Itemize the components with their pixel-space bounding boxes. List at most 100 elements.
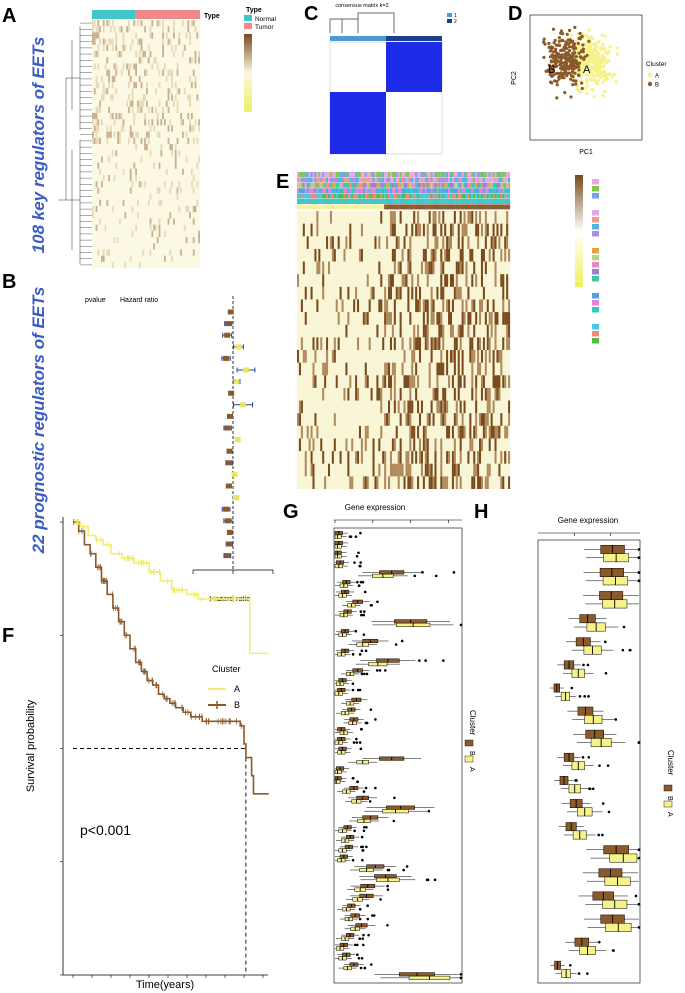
panel-e-annot-cell: [351, 199, 354, 204]
panel-e-annot-cell: [378, 182, 381, 188]
panel-a-heat-cell: [131, 106, 134, 113]
panel-d-point-b: [567, 52, 571, 57]
panel-e-annot-cell: [324, 172, 327, 177]
panel-e-annot-cell: [471, 204, 474, 210]
panel-e-annot-cell: [399, 172, 402, 177]
panel-e-heat-cell: [473, 299, 476, 313]
panel-g-outlier: [362, 613, 366, 617]
panel-a-heat-cell: [106, 88, 109, 95]
panel-e-heat-cell: [386, 299, 389, 313]
panel-a-heat-cell: [115, 44, 118, 51]
panel-e-annot-cell: [297, 172, 300, 177]
panel-a-heat-cell: [192, 206, 195, 213]
panel-e-annot-cell: [461, 172, 464, 177]
panel-e-annot-cell: [490, 182, 493, 188]
panel-e-heat-cell: [461, 425, 464, 439]
panel-a-heat-cell: [135, 32, 137, 39]
panel-e-annot-cell: [415, 204, 418, 210]
panel-e-annot-cell: [297, 188, 300, 194]
panel-e-annot-cell: [424, 172, 427, 177]
panel-e-annot-cell: [300, 177, 303, 183]
panel-e-annot-cell: [430, 182, 433, 188]
panel-a-heat-cell: [176, 69, 179, 76]
panel-e-heat-cell: [376, 375, 379, 388]
panel-e-annot-cell: [308, 182, 311, 188]
panel-e-annot-cell: [395, 188, 398, 194]
panel-d-point-b: [560, 75, 564, 80]
panel-e-heat-cell: [409, 438, 412, 452]
panel-e-heat-cell: [376, 476, 379, 489]
panel-a-heat-cell: [102, 26, 105, 33]
panel-e-annot-cell: [453, 177, 456, 183]
panel-e-annot-cell: [389, 182, 392, 188]
panel-e-annot-cell: [502, 199, 505, 204]
panel-e-heat-cell: [312, 476, 315, 489]
panel-e-annot-cell: [310, 204, 313, 210]
panel-e-heat-cell: [459, 425, 462, 439]
panel-e-annot-cell: [405, 204, 408, 210]
panel-e-heat-cell: [347, 451, 350, 464]
panel-d-point-b: [574, 82, 578, 86]
panel-a-heat-cell: [117, 237, 119, 244]
panel-a-heat-cell: [176, 88, 179, 95]
panel-d-point-b: [582, 57, 586, 61]
panel-d-point-a: [603, 57, 608, 62]
panel-e-annot-cell: [357, 182, 360, 188]
panel-e-annot-cell: [504, 172, 507, 177]
panel-e-heat-cell: [442, 261, 445, 275]
panel-e-annot-cell: [418, 188, 422, 194]
panel-e-annot-cell: [488, 182, 491, 188]
panel-e-annot-cell: [424, 193, 427, 199]
panel-e-annot-cell: [455, 188, 458, 194]
panel-d-point-a: [596, 59, 600, 63]
panel-e-heat-cell: [436, 362, 439, 376]
panel-e-heat-cell: [380, 274, 383, 287]
panel-e-heat-cell: [504, 248, 507, 262]
panel-a-heat-cell: [128, 69, 130, 76]
panel-a-heat-cell: [198, 230, 200, 237]
panel-c-title: consensus matrix k=2: [335, 3, 388, 9]
panel-e-annot-cell: [331, 172, 334, 177]
panel-e-annot-cell: [455, 172, 458, 177]
panel-e-heat-cell: [451, 476, 454, 489]
panel-e-heat-cell: [471, 337, 474, 350]
panel-a-heat-cell: [129, 44, 132, 51]
panel-e-annot-cell: [475, 182, 478, 188]
panel-e-annot-cell: [451, 193, 454, 199]
panel-e-annot-cell: [353, 182, 356, 188]
panel-e-annot-cell: [355, 204, 358, 210]
panel-g-outlier: [361, 943, 365, 947]
panel-a-legend-normal: Normal: [255, 16, 277, 23]
panel-e-annot-cell: [449, 182, 453, 188]
panel-g-outlier: [358, 741, 362, 744]
panel-a-heat-cell: [183, 44, 186, 51]
panel-e-heat-cell: [357, 337, 360, 350]
panel-a-heat-cell: [135, 175, 137, 182]
panel-a-heat-cell: [115, 32, 118, 39]
panel-e-heat-cell: [448, 312, 451, 325]
panel-e-annot-cell: [388, 193, 391, 199]
panel-e-annot-cell: [341, 193, 344, 199]
panel-a-heat-cell: [102, 38, 105, 45]
panel-d-point-a: [594, 54, 598, 58]
panel-e-annot-cell: [318, 204, 321, 210]
panel-d-point-a: [600, 70, 604, 74]
panel-e-annot-cell: [372, 177, 375, 183]
panel-d-point-a: [602, 70, 607, 74]
panel-e-heat-cell: [508, 248, 511, 262]
panel-e-heat-cell: [397, 261, 400, 275]
panel-e-heat-cell: [415, 223, 418, 237]
panel-e-heat-cell: [506, 337, 509, 350]
panel-e-heat-cell: [506, 312, 509, 325]
panel-e-heat-cell: [480, 350, 483, 363]
panel-a-heat-cell: [151, 230, 154, 237]
panel-e-annot-cell: [339, 204, 342, 210]
panel-h-axis-title: Gene expression: [558, 516, 618, 525]
panel-e-heat-cell: [451, 223, 454, 237]
panel-a-heat-cell: [115, 150, 118, 157]
panel-a-heat-cell: [138, 100, 141, 107]
panel-e-heat-cell: [366, 425, 369, 439]
panel-d-point-a: [595, 73, 599, 77]
panel-d-point-b: [565, 74, 569, 78]
panel-e-annot-cell: [327, 177, 331, 183]
